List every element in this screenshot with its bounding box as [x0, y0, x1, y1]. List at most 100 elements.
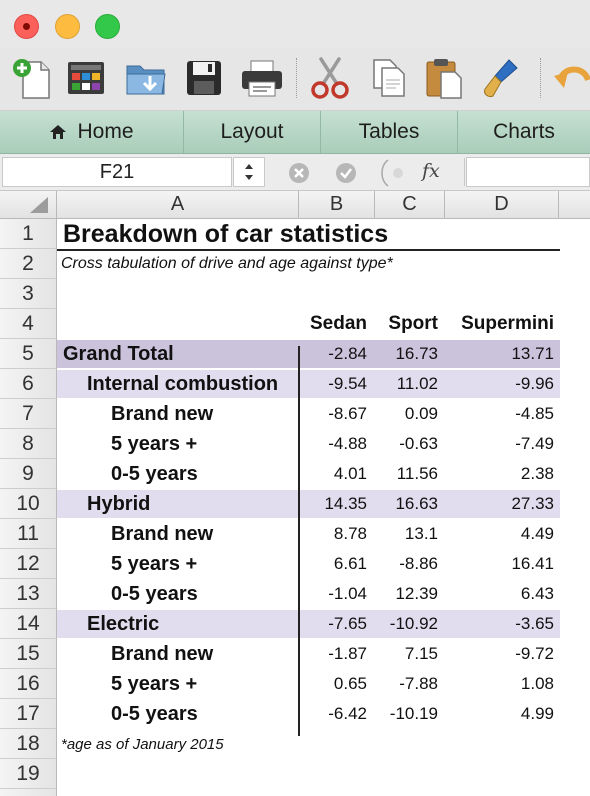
row-label[interactable]: Internal combustion [87, 372, 279, 395]
open-folder-icon[interactable] [122, 54, 170, 102]
row-label[interactable]: Electric [87, 612, 160, 635]
value-cell-sedan[interactable]: 8.78 [333, 524, 367, 543]
value-cell-supermini[interactable]: 16.41 [511, 554, 554, 573]
value-cell-supermini[interactable]: 13.71 [511, 344, 554, 363]
row-label[interactable]: 0-5 years [111, 462, 198, 485]
row-header-10[interactable]: 10 [0, 489, 56, 519]
row-label[interactable]: 0-5 years [111, 582, 198, 605]
value-cell-supermini[interactable]: 4.49 [520, 524, 554, 543]
enter-icon[interactable] [335, 162, 357, 184]
value-cell-supermini[interactable]: 6.43 [520, 584, 554, 603]
value-cell-sport[interactable]: 16.73 [395, 344, 438, 363]
row-header-13[interactable]: 13 [0, 579, 56, 609]
function-wizard-icon[interactable] [378, 158, 428, 188]
row-header-8[interactable]: 8 [0, 429, 56, 459]
column-header-c[interactable]: C [375, 191, 445, 218]
value-cell-sedan[interactable]: -6.42 [328, 704, 367, 723]
value-cell-sedan[interactable]: -7.65 [328, 614, 367, 633]
value-cell-supermini[interactable]: -4.85 [515, 404, 554, 423]
save-icon[interactable] [180, 54, 228, 102]
row-header-3[interactable]: 3 [0, 279, 56, 309]
spreadsheet-grid[interactable]: A B C D 1 2 3 4 5 6 7 8 9 10 11 12 13 14 15 16 17 18 19 Br… [0, 191, 590, 796]
row-label[interactable]: Brand new [111, 642, 214, 665]
tab-charts[interactable]: Charts [458, 111, 590, 153]
value-cell-sedan[interactable]: 6.61 [333, 554, 367, 573]
row-label[interactable]: 5 years + [111, 552, 198, 575]
value-cell-sedan[interactable]: -2.84 [328, 344, 367, 363]
value-cell-sedan[interactable]: -4.88 [328, 434, 367, 453]
value-cell-sport[interactable]: 11.02 [396, 374, 438, 393]
column-header-a[interactable]: A [57, 191, 299, 218]
row-label[interactable]: Hybrid [87, 492, 151, 515]
value-cell-sport[interactable]: 7.15 [404, 644, 438, 663]
cancel-icon[interactable] [288, 162, 310, 184]
col-header-sport[interactable]: Sport [388, 313, 438, 334]
row-header-5[interactable]: 5 [0, 339, 56, 369]
value-cell-sport[interactable]: -7.88 [399, 674, 438, 693]
value-cell-supermini[interactable]: 2.38 [520, 464, 554, 483]
print-icon[interactable] [238, 54, 286, 102]
row-header-19[interactable]: 19 [0, 759, 56, 789]
value-cell-sedan[interactable]: -1.04 [328, 584, 367, 603]
row-header-17[interactable]: 17 [0, 699, 56, 729]
value-cell-supermini[interactable]: 1.08 [520, 674, 554, 693]
row-header-9[interactable]: 9 [0, 459, 56, 489]
col-header-sedan[interactable]: Sedan [309, 313, 367, 334]
close-window-button[interactable] [14, 14, 39, 39]
tab-tables[interactable]: Tables [321, 111, 458, 153]
value-cell-sport[interactable]: 0.09 [404, 404, 438, 423]
value-cell-supermini[interactable]: 4.99 [520, 704, 554, 723]
value-cell-sport[interactable]: -8.86 [399, 554, 438, 573]
value-cell-sedan[interactable]: 0.65 [333, 674, 367, 693]
value-cell-supermini[interactable]: -9.72 [515, 644, 554, 663]
row-header-7[interactable]: 7 [0, 399, 56, 429]
value-cell-sport[interactable]: 12.39 [395, 584, 438, 603]
undo-icon[interactable] [550, 54, 590, 102]
format-brush-icon[interactable] [476, 54, 524, 102]
row-label[interactable]: Brand new [111, 402, 214, 425]
row-label[interactable]: Grand Total [63, 342, 174, 365]
row-label[interactable]: Brand new [111, 522, 214, 545]
row-header-15[interactable]: 15 [0, 639, 56, 669]
name-box[interactable]: F21 [2, 157, 232, 187]
row-header-14[interactable]: 14 [0, 609, 56, 639]
value-cell-sedan[interactable]: -1.87 [328, 644, 367, 663]
value-cell-sedan[interactable]: 4.01 [333, 464, 367, 483]
value-cell-sedan[interactable]: 14.35 [324, 494, 367, 513]
column-header-d[interactable]: D [445, 191, 559, 218]
value-cell-sport[interactable]: 11.56 [396, 464, 438, 483]
row-label[interactable]: 5 years + [111, 672, 198, 695]
value-cell-sport[interactable]: 16.63 [395, 494, 438, 513]
col-header-supermini[interactable]: Supermini [461, 313, 554, 334]
sheet-subtitle[interactable]: Cross tabulation of drive and age agains… [61, 255, 393, 272]
value-cell-supermini[interactable]: 27.33 [511, 494, 554, 513]
value-cell-sedan[interactable]: -8.67 [328, 404, 367, 423]
value-cell-supermini[interactable]: -7.49 [515, 434, 554, 453]
select-all-corner[interactable] [0, 191, 57, 218]
value-cell-sport[interactable]: 13.1 [404, 524, 438, 543]
value-cell-supermini[interactable]: -9.96 [515, 374, 554, 393]
row-header-1[interactable]: 1 [0, 219, 56, 249]
value-cell-sedan[interactable]: -9.54 [328, 374, 367, 393]
value-cell-supermini[interactable]: -3.65 [515, 614, 554, 633]
copy-icon[interactable] [364, 54, 412, 102]
zoom-window-button[interactable] [95, 14, 120, 39]
column-header-b[interactable]: B [299, 191, 375, 218]
row-header-4[interactable]: 4 [0, 309, 56, 339]
row-header-2[interactable]: 2 [0, 249, 56, 279]
name-box-dropdown[interactable] [233, 157, 265, 187]
value-cell-sport[interactable]: -0.63 [399, 434, 438, 453]
tab-layout[interactable]: Layout [184, 111, 321, 153]
row-header-12[interactable]: 12 [0, 549, 56, 579]
row-header-11[interactable]: 11 [0, 519, 56, 549]
minimize-window-button[interactable] [55, 14, 80, 39]
row-header-16[interactable]: 16 [0, 669, 56, 699]
sheet-title[interactable]: Breakdown of car statistics [63, 219, 389, 248]
row-label[interactable]: 5 years + [111, 432, 198, 455]
value-cell-sport[interactable]: -10.92 [389, 614, 438, 633]
row-header-6[interactable]: 6 [0, 369, 56, 399]
row-header-18[interactable]: 18 [0, 729, 56, 759]
gallery-icon[interactable] [62, 54, 110, 102]
cut-icon[interactable] [306, 54, 354, 102]
paste-icon[interactable] [420, 54, 468, 102]
